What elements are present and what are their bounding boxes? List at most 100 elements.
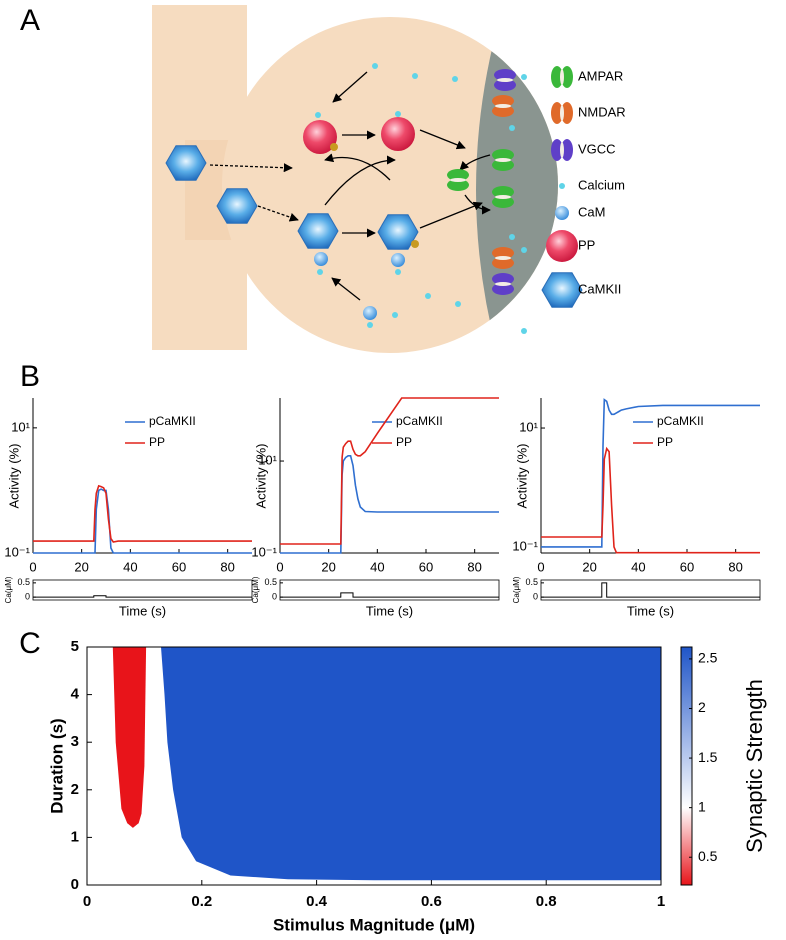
- line-chart: 0 20 40 60 80 10⁻¹ 10¹ pCaMKII PP Activity (%) 0 0.…: [512, 398, 761, 618]
- y-tick-label: 10¹: [258, 452, 277, 467]
- y-tick-label: 4: [71, 686, 80, 703]
- legend-label: pCaMKII: [396, 414, 443, 428]
- x-tick-label: 0.6: [421, 893, 442, 910]
- ca-frame: [32, 579, 253, 601]
- ca-frame: [279, 579, 500, 601]
- y-axis-label: Activity (%): [253, 444, 268, 509]
- legend-label: pCaMKII: [149, 414, 196, 428]
- x-tick-label: 40: [123, 559, 137, 574]
- ca-trace: [541, 582, 760, 598]
- plot-frame: [86, 646, 662, 886]
- panel-label: C: [19, 627, 41, 660]
- legend-icon: [551, 66, 573, 88]
- legend-label: Calcium: [578, 177, 625, 192]
- legend-label: PP: [657, 435, 673, 449]
- pp-icon: [303, 120, 337, 154]
- colorbar-tick-label: 2: [698, 699, 706, 715]
- legend-label: VGCC: [578, 141, 616, 156]
- legend-icon: [551, 102, 573, 124]
- arrows: [209, 71, 491, 301]
- ca-label: Ca(μM): [512, 576, 521, 603]
- x-tick-label: 20: [321, 559, 335, 574]
- legend-label: pCaMKII: [657, 414, 704, 428]
- cam-icon: [391, 253, 405, 267]
- colorbar: [680, 646, 693, 886]
- y-tick-label: 10⁻¹: [251, 544, 277, 559]
- ampar-icon: [492, 186, 514, 208]
- vgcc-icon: [494, 69, 516, 91]
- colorbar-tick-label: 0.5: [698, 848, 718, 864]
- x-tick-label: 0: [276, 559, 283, 574]
- x-tick-label: 20: [582, 559, 596, 574]
- x-axis-label: Time (s): [119, 603, 166, 618]
- y-tick-label: 0: [71, 876, 79, 893]
- legend-icon: [551, 139, 573, 161]
- ca-frame: [540, 579, 761, 601]
- y-tick-label: 10¹: [519, 419, 538, 434]
- legend-label: AMPAR: [578, 68, 623, 83]
- ca-trace: [33, 595, 252, 598]
- legend-icon: [541, 272, 583, 308]
- legend-label: NMDAR: [578, 104, 626, 119]
- legend-icon: [555, 206, 569, 220]
- x-axis-label: Time (s): [627, 603, 674, 618]
- region: [112, 647, 147, 828]
- series-line: [541, 446, 760, 554]
- x-tick-label: 20: [74, 559, 88, 574]
- y-tick-label: 3: [71, 733, 79, 750]
- ca-trace: [280, 592, 499, 598]
- series-line: [541, 398, 760, 548]
- panel-label: B: [20, 360, 40, 393]
- y-tick-label: 1: [71, 828, 79, 845]
- ca-tick-label: 0.5: [525, 577, 538, 587]
- x-tick-label: 0: [29, 559, 36, 574]
- y-tick-label: 10¹: [11, 419, 30, 434]
- nmdar-icon: [492, 247, 514, 269]
- legend-label: PP: [149, 435, 165, 449]
- x-axis-label: Time (s): [366, 603, 413, 618]
- x-tick-label: 1: [657, 893, 665, 910]
- panel-label: A: [20, 4, 40, 37]
- pp-icon: [381, 117, 415, 151]
- legend-label: PP: [578, 237, 595, 252]
- legend-icon: [559, 183, 565, 189]
- vgcc-icon: [492, 273, 514, 295]
- cam-icon: [363, 306, 377, 320]
- colorbar-label: Synaptic Strength: [742, 679, 767, 853]
- x-tick-label: 0.4: [306, 893, 328, 910]
- series-line: [33, 484, 252, 543]
- legend-label: CaM: [578, 204, 605, 219]
- spine-head: [222, 17, 558, 353]
- phosphate: [411, 240, 419, 248]
- series-line: [280, 455, 499, 554]
- heatmap-chart: 0 0.2 0.4 0.6 0.8 1 0 1 2 3 4 5 Stimulus Magnitude (…: [47, 638, 766, 935]
- y-tick-label: 5: [71, 638, 79, 655]
- y-tick-label: 10⁻¹: [512, 538, 538, 553]
- legend-label: CaMKII: [578, 281, 621, 296]
- ca-tick-label: 0: [272, 592, 277, 602]
- phosphate: [330, 143, 338, 151]
- ampar-icon: [447, 169, 469, 191]
- colorbar-tick-label: 2.5: [698, 650, 718, 666]
- line-chart: 0 20 40 60 80 10⁻¹ 10¹ pCaMKII PP Activity (%) 0 0.…: [4, 398, 253, 618]
- y-axis-label: Duration (s): [47, 718, 66, 813]
- x-tick-label: 80: [728, 559, 742, 574]
- x-tick-label: 0.2: [191, 893, 212, 910]
- colorbar-tick-label: 1.5: [698, 749, 718, 765]
- ca-tick-label: 0.5: [264, 577, 277, 587]
- ampar-icon: [492, 149, 514, 171]
- series-line: [280, 397, 499, 545]
- colorbar-tick-label: 1: [698, 798, 706, 814]
- x-tick-label: 80: [467, 559, 481, 574]
- ca-label: Ca(μM): [251, 576, 260, 603]
- x-tick-label: 80: [220, 559, 234, 574]
- diagram: [152, 5, 583, 353]
- series-line: [33, 488, 252, 554]
- ca-tick-label: 0.5: [17, 577, 30, 587]
- x-tick-label: 0.8: [536, 893, 557, 910]
- x-tick-label: 60: [680, 559, 694, 574]
- y-tick-label: 2: [71, 781, 79, 798]
- x-tick-label: 60: [419, 559, 433, 574]
- legend-icon: [546, 230, 578, 262]
